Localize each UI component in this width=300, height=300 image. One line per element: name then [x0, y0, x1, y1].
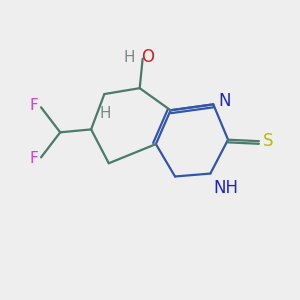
- Text: N: N: [219, 92, 231, 110]
- Text: H: H: [124, 50, 135, 65]
- Text: F: F: [29, 98, 38, 113]
- Text: O: O: [141, 48, 154, 66]
- Text: S: S: [263, 132, 274, 150]
- Text: F: F: [29, 151, 38, 166]
- Text: NH: NH: [213, 179, 238, 197]
- Text: H: H: [100, 106, 111, 121]
